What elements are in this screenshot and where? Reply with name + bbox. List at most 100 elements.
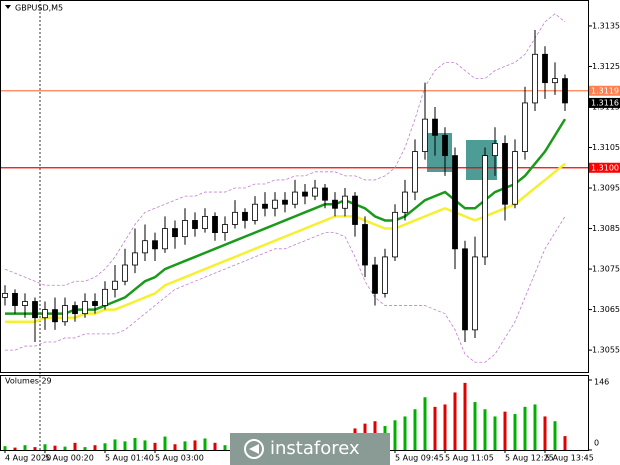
watermark-logo	[249, 444, 259, 454]
candle-body	[132, 252, 138, 266]
level-label: 1.3100	[591, 163, 619, 172]
candle-body	[552, 78, 558, 84]
y-tick-label: 1.3085	[592, 224, 620, 233]
volume-bar	[563, 436, 567, 450]
candle-body	[112, 280, 118, 290]
volume-bar	[63, 446, 67, 450]
volume-bar	[33, 447, 37, 450]
volume-bar	[83, 447, 87, 450]
candle-body	[222, 224, 228, 234]
candle-body	[452, 155, 458, 250]
y-tick-label: 1.3105	[592, 143, 620, 152]
level-label-box	[589, 85, 620, 96]
watermark-text: instaforex	[270, 438, 360, 459]
x-tick-label: 5 Aug 13:45	[545, 454, 594, 463]
candle-body	[242, 211, 248, 221]
y-tick-label: 1.3135	[592, 21, 620, 30]
candle-body	[72, 305, 78, 315]
highlight-box	[466, 140, 497, 180]
volume-bar	[73, 442, 77, 450]
candle-body	[422, 118, 428, 152]
price-frame	[0, 0, 589, 373]
candle-body	[432, 118, 438, 136]
volume-bar	[433, 406, 437, 450]
volume-bar	[483, 409, 487, 450]
candle-body	[522, 102, 528, 152]
y-tick-label: 1.3055	[592, 346, 620, 355]
volume-bar	[463, 382, 467, 450]
volume-bar	[153, 442, 157, 450]
x-tick-label: 5 Aug 01:40	[105, 454, 154, 463]
candle-body	[102, 288, 108, 306]
x-tick-label: 5 Aug 00:20	[45, 454, 94, 463]
candle-body	[192, 220, 198, 229]
volume-title: Volumes 29	[5, 377, 52, 386]
volume-bar	[423, 397, 427, 450]
candle-body	[512, 151, 518, 205]
volume-bar	[453, 392, 457, 450]
volume-bar	[43, 444, 47, 450]
x-tick-label: 4 Aug 2020	[5, 454, 51, 463]
candle-body	[472, 256, 478, 331]
y-tick-label: 1.3125	[592, 62, 620, 71]
candle-body	[122, 264, 128, 282]
candle-body	[202, 215, 208, 229]
candle-body	[42, 309, 48, 319]
volume-bar	[493, 416, 497, 450]
candle-body	[292, 191, 298, 205]
candle-body	[162, 228, 168, 250]
candle-body	[12, 292, 18, 306]
candle-body	[92, 301, 98, 306]
candle-body	[142, 240, 148, 254]
candle-body	[372, 264, 378, 294]
candle-body	[382, 256, 388, 294]
volume-bar	[103, 443, 107, 450]
candle-body	[2, 292, 8, 298]
candle-body	[212, 215, 218, 234]
candle-body	[32, 301, 38, 319]
chart-title: GBPUSD,M5	[15, 4, 63, 13]
candle-body	[282, 199, 288, 205]
overlay-line	[5, 118, 567, 315]
candle-body	[362, 224, 368, 266]
candle-body	[462, 248, 468, 331]
volume-bar	[213, 442, 217, 450]
x-tick-label: 5 Aug 11:05	[445, 454, 494, 463]
volume-bar	[443, 404, 447, 450]
volume-bar	[203, 438, 207, 450]
candle-body	[492, 143, 498, 157]
candle-body	[62, 305, 68, 323]
volume-bar	[393, 420, 397, 450]
volume-bar	[183, 441, 187, 450]
overlay-line	[5, 216, 566, 363]
candle-body	[152, 240, 158, 250]
candle-body	[52, 309, 58, 323]
volume-bar	[193, 440, 197, 450]
candle-body	[172, 228, 178, 238]
overlay-line	[4, 13, 566, 286]
candle-body	[332, 199, 338, 209]
candle-body	[442, 134, 448, 157]
volume-bar	[473, 402, 477, 450]
plot	[0, 13, 589, 450]
volume-bar	[523, 406, 527, 450]
current-price-box	[589, 97, 620, 108]
candle-body	[542, 53, 548, 84]
y-tick-label: 1.3065	[592, 305, 620, 314]
candle-body	[82, 301, 88, 315]
y-tick-label: 1.3095	[592, 184, 620, 193]
watermark-logo	[244, 439, 264, 459]
volume-bar	[23, 445, 27, 450]
volume-bar	[13, 447, 17, 450]
level-label-box	[589, 162, 620, 173]
volume-tick-label: 0	[594, 439, 599, 448]
candle-body	[322, 187, 328, 201]
x-tick-label: 5 Aug 12:25	[505, 454, 554, 463]
candle-body	[392, 211, 398, 258]
volume-tick-label: 146	[594, 378, 609, 387]
candle-body	[272, 199, 278, 209]
watermark: instaforex	[230, 433, 390, 465]
highlight-box	[427, 133, 452, 172]
volume-bar	[163, 436, 167, 450]
